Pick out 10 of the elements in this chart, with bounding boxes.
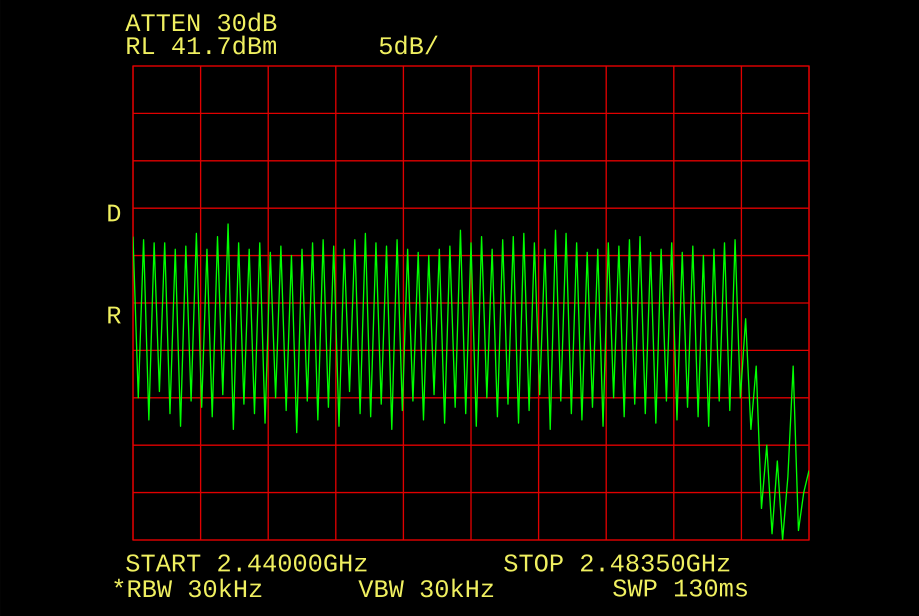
text: *RBW 30kHz: [114, 578, 262, 598]
text: SWP 130ms: [613, 579, 747, 597]
text: START 2.44000GHz: [126, 554, 366, 572]
text: STOP 2.48350GHz: [504, 554, 730, 572]
text: VBW 30kHz: [358, 578, 494, 598]
text: R: [108, 306, 121, 324]
text: D: [108, 204, 120, 222]
text: 5dB/: [380, 36, 438, 54]
text: RL 41.7dBm: [127, 36, 276, 54]
text: ATTEN 30dB: [125, 12, 276, 32]
